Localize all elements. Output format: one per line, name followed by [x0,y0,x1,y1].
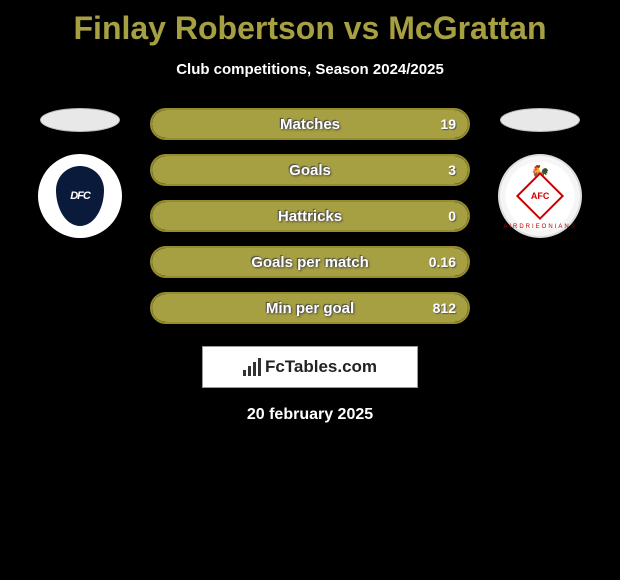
comparison-body: Matches 19 Goals 3 Hattricks 0 Goals per match… [0,108,620,324]
brand-bars-icon [243,358,261,376]
stat-label: Matches [280,116,340,133]
stat-right-value: 0.16 [429,254,456,270]
brand-watermark[interactable]: FcTables.com [202,346,418,388]
right-column: 🐓 AIRDRIEONIANS [490,108,590,238]
vs-word: vs [344,10,380,46]
date-line: 20 february 2025 [0,406,620,424]
brand-text: FcTables.com [265,357,377,377]
player2-name: McGrattan [388,10,546,46]
club-ring-text: AIRDRIEONIANS [503,224,576,230]
diamond-icon [516,172,564,220]
player1-name: Finlay Robertson [74,10,335,46]
stat-bar: Goals per match 0.16 [150,246,470,278]
right-club-badge: 🐓 AIRDRIEONIANS [498,154,582,238]
stat-label: Min per goal [266,300,354,317]
stat-bar: Matches 19 [150,108,470,140]
stat-bar: Min per goal 812 [150,292,470,324]
stat-label: Hattricks [278,208,342,225]
stat-bar: Goals 3 [150,154,470,186]
stat-bar: Hattricks 0 [150,200,470,232]
stat-right-value: 3 [448,162,456,178]
subtitle: Club competitions, Season 2024/2025 [0,61,620,78]
stat-right-value: 0 [448,208,456,224]
right-flag-icon [500,108,580,132]
stat-label: Goals [289,162,331,179]
stat-right-value: 812 [433,300,456,316]
comparison-title: Finlay Robertson vs McGrattan [0,0,620,47]
stat-right-value: 19 [440,116,456,132]
left-club-badge [38,154,122,238]
left-flag-icon [40,108,120,132]
stat-label: Goals per match [251,254,369,271]
left-column [30,108,130,238]
stats-column: Matches 19 Goals 3 Hattricks 0 Goals per match… [130,108,490,324]
